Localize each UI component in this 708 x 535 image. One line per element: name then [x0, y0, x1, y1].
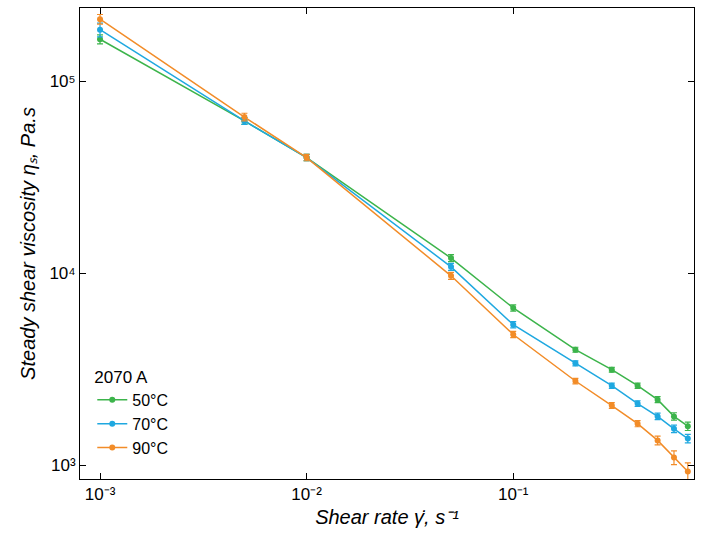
svg-text:10³: 10³	[51, 456, 76, 475]
svg-text:50°C: 50°C	[132, 392, 168, 409]
svg-text:2070 A: 2070 A	[94, 368, 148, 387]
svg-text:70°C: 70°C	[132, 416, 168, 433]
svg-text:10⁻²: 10⁻²	[291, 485, 322, 504]
svg-text:Steady shear viscosity ηₛ, Pa.: Steady shear viscosity ηₛ, Pa.s	[17, 107, 39, 380]
svg-text:10⁻¹: 10⁻¹	[498, 485, 529, 504]
svg-text:10⁵: 10⁵	[50, 72, 76, 91]
svg-text:10⁴: 10⁴	[49, 264, 75, 283]
svg-text:90°C: 90°C	[132, 440, 168, 457]
svg-text:10⁻³: 10⁻³	[85, 485, 116, 504]
svg-text:Shear rate γ̇, s⁻¹: Shear rate γ̇, s⁻¹	[315, 506, 459, 528]
